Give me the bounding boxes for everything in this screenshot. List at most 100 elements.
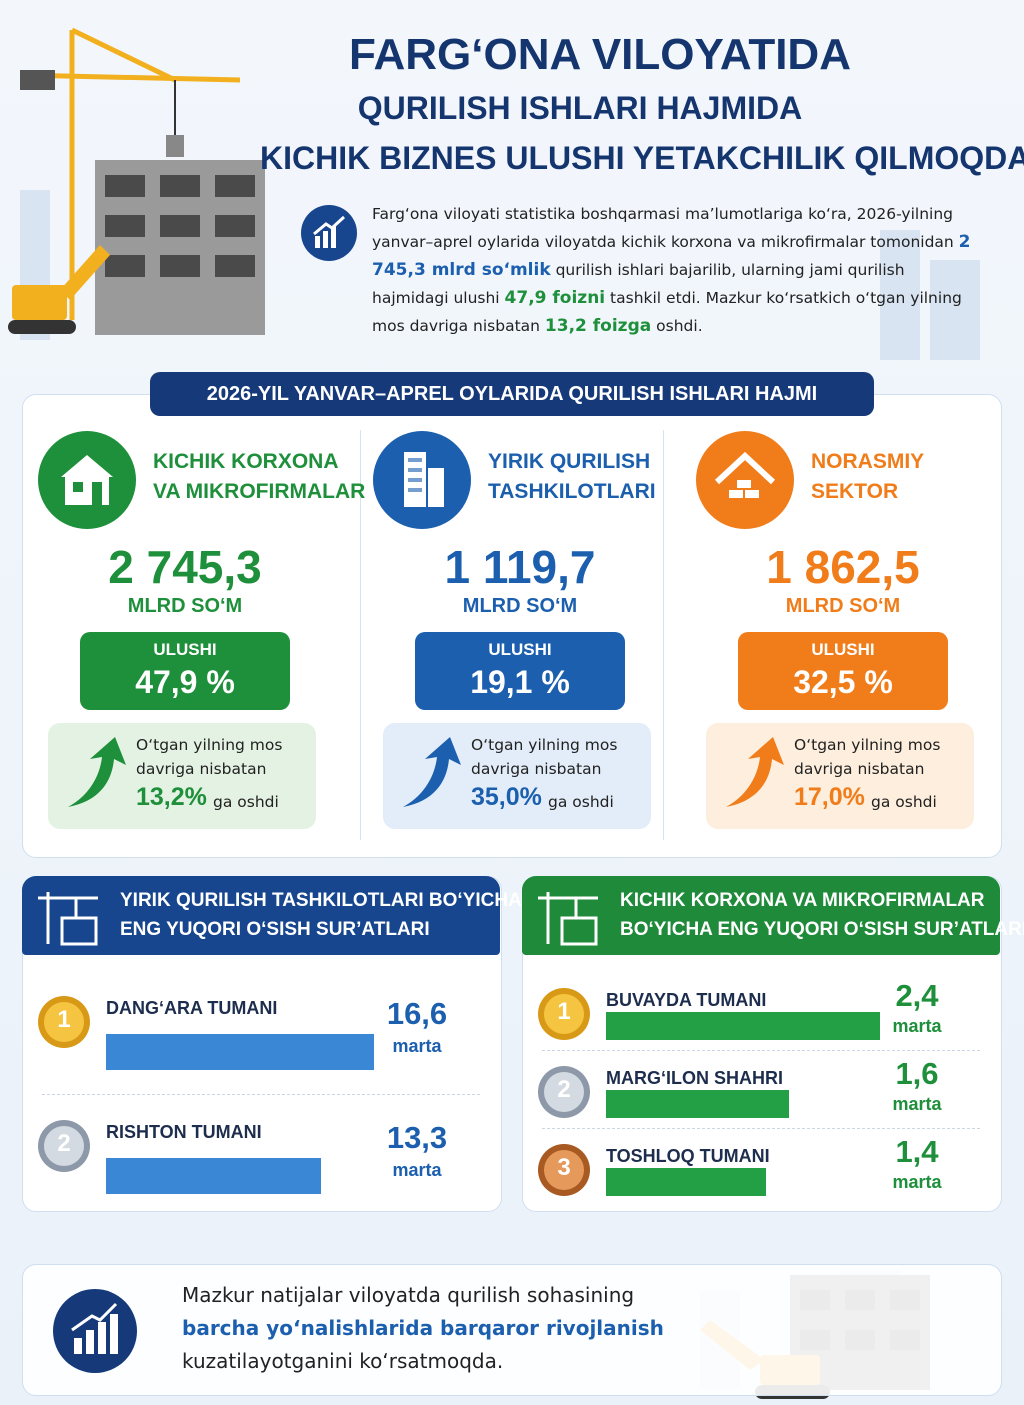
share-label: ULUSHI [811,640,875,659]
intro-icon [301,205,357,261]
growth-text: O‘tgan yilning mos [136,736,283,754]
row-unit: marta [892,1094,942,1114]
panel-icon [36,884,106,952]
footer-line: Mazkur natijalar viloyatda qurilish soha… [182,1283,635,1307]
growth-text: davriga nisbatan [471,760,602,778]
card-title: YIRIK QURILISH [488,450,651,473]
panel-header [522,876,1000,955]
card-unit: MLRD SO‘M [462,595,578,617]
medal [536,986,592,1046]
growth-arrow [68,737,126,807]
bar [606,1168,766,1196]
growth-text: O‘tgan yilning mos [794,736,941,754]
growth-box: O‘tgan yilning mos davriga nisbatan 13,2% g… [48,723,316,829]
intro-text: Farg‘ona viloyati statistika boshqarmasi… [372,200,972,340]
panel-title: YIRIK QURILISH TASHKILOTLARI BO‘YICHA [120,890,522,911]
share-label: ULUSHI [488,640,552,659]
share-label: ULUSHI [153,640,217,659]
bar [606,1090,789,1118]
card-amount: 1 119,7 [444,541,596,593]
medal [36,1118,92,1178]
share-box: ULUSHI 32,5 % [738,632,948,710]
growth-text: davriga nisbatan [794,760,925,778]
rank: 2 [57,1130,71,1157]
growth-arrow [726,737,784,807]
share-value: 47,9 % [135,664,235,700]
row-divider [542,1050,980,1051]
row-name: MARG‘ILON SHAHRI [606,1068,783,1088]
panel-title: KICHIK KORXONA VA MIKROFIRMALAR [620,890,985,911]
card-unit: MLRD SO‘M [127,595,243,617]
footer-icon [53,1289,137,1373]
row-unit: marta [392,1036,442,1056]
growth-arrow [403,737,461,807]
row-value: 13,3 [386,1120,448,1155]
panel-header [22,876,500,955]
intro-part: oshdi. [651,317,703,335]
card-icon [695,430,795,534]
growth-text: davriga nisbatan [136,760,267,778]
growth-value: 13,2% [136,783,207,811]
rank: 1 [557,998,571,1025]
row-unit: marta [892,1172,942,1192]
medal [536,1064,592,1124]
row-divider [42,1094,480,1095]
panel-title: ENG YUQORI O‘SISH SUR’ATLARI [120,919,430,940]
medal [36,994,92,1054]
card-title: VA MIKROFIRMALAR [153,480,366,503]
card-title: NORASMIY [811,450,925,473]
share-value: 32,5 % [793,664,893,700]
bar [106,1034,374,1070]
footer-box [22,1264,1002,1396]
card-icon [372,430,472,534]
medal [536,1142,592,1202]
row-value: 16,6 [386,996,448,1031]
row-value: 2,4 [895,978,939,1013]
share-box: ULUSHI 47,9 % [80,632,290,710]
row-name: BUVAYDA TUMANI [606,990,767,1010]
rank: 2 [557,1076,571,1103]
panel-icon [536,884,606,952]
share-value: 19,1 % [470,664,570,700]
growth-suffix: ga oshdi [213,793,279,811]
card-icon [37,430,137,534]
growth-value: 17,0% [794,783,865,811]
bar [106,1158,321,1194]
row-unit: marta [892,1016,942,1036]
title-line: QURILISH ISHLARI HAJMIDA [357,90,803,126]
row-name: RISHTON TUMANI [106,1122,262,1142]
row-unit: marta [392,1160,442,1180]
divider [360,430,361,840]
row-name: TOSHLOQ TUMANI [606,1146,770,1166]
card-title: SEKTOR [811,480,899,503]
share-box: ULUSHI 19,1 % [415,632,625,710]
growth-suffix: ga oshdi [548,793,614,811]
growth-box: O‘tgan yilning mos davriga nisbatan 35,0% g… [383,723,651,829]
growth-text: O‘tgan yilning mos [471,736,618,754]
row-name: DANG‘ARA TUMANI [106,998,278,1018]
footer-line: barcha yo‘nalishlarida barqaror rivojlan… [182,1316,664,1340]
bar [606,1012,880,1040]
title-line: KICHIK BIZNES ULUSHI YETAKCHILIK QILMOQD… [260,140,1024,176]
growth-value: 35,0% [471,783,542,811]
intro-part: Farg‘ona viloyati statistika boshqarmasi… [372,205,959,251]
intro-part: qurilish ishlari bajarilib, ularning jam… [372,261,905,307]
card-title: KICHIK KORXONA [153,450,339,473]
section-title: 2026-YIL YANVAR–APREL OYLARIDA QURILISH … [150,372,874,416]
footer-line: kuzatilayotganini ko‘rsatmoqda. [182,1349,504,1373]
card-title: TASHKILOTLARI [488,480,656,503]
row-value: 1,6 [895,1056,939,1091]
growth-box: O‘tgan yilning mos davriga nisbatan 17,0% g… [706,723,974,829]
rank: 3 [557,1154,571,1181]
title-line: FARG‘ONA VILOYATIDA [349,30,851,79]
card-unit: MLRD SO‘M [785,595,901,617]
intro-part: 2 745,3 mlrd so‘mlik [372,232,971,280]
divider [663,430,664,840]
row-value: 1,4 [895,1134,939,1169]
intro-part: 13,2 foizga [544,316,652,336]
growth-suffix: ga oshdi [871,793,937,811]
panel-title: BO‘YICHA ENG YUQORI O‘SISH SUR’ATLARI [620,919,1024,940]
row-divider [542,1128,980,1129]
intro-part: 47,9 foizni [504,288,606,308]
